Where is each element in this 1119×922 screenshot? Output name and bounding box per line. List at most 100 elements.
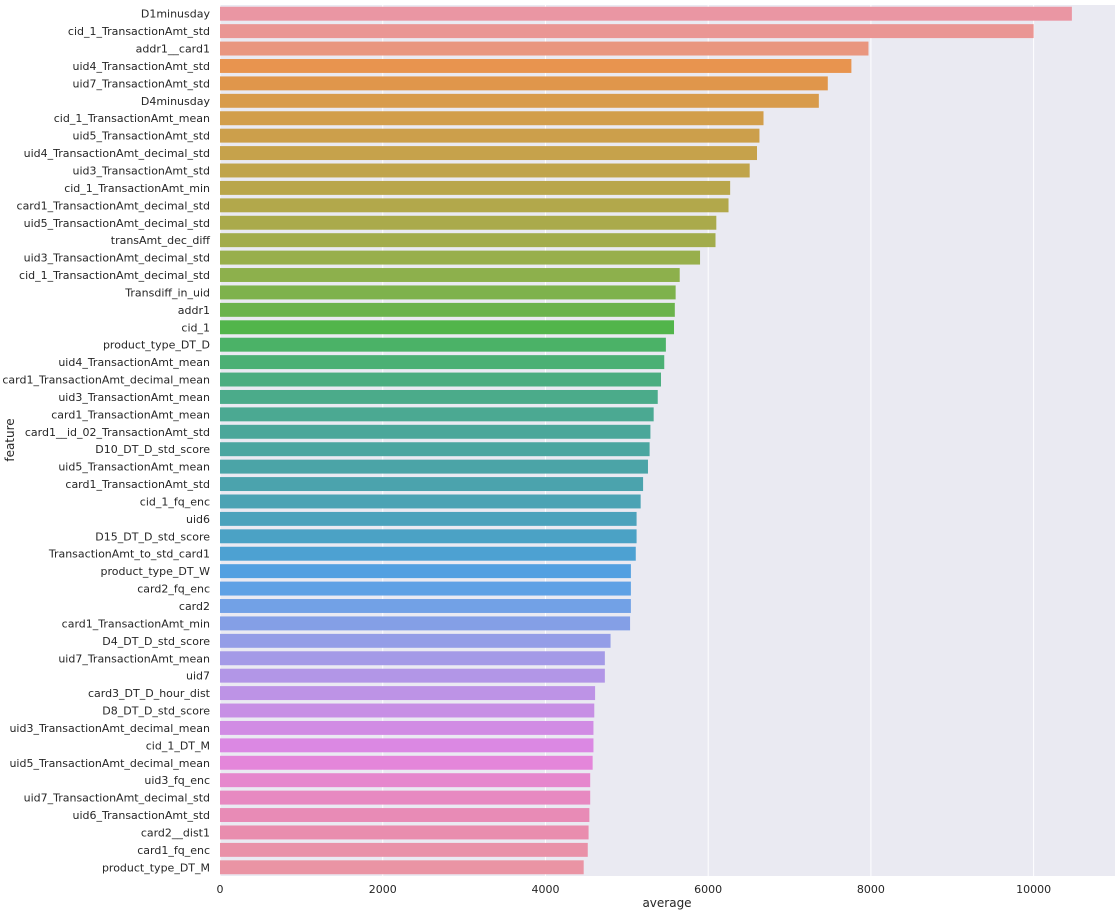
x-tick-label: 6000	[694, 883, 722, 896]
y-tick-label: uid3_TransactionAmt_decimal_std	[24, 252, 210, 265]
y-tick-label: cid_1_TransactionAmt_decimal_std	[19, 269, 210, 282]
y-tick-label: card2__dist1	[141, 826, 210, 839]
bar	[220, 842, 588, 857]
y-tick-label: D8_DT_D_std_score	[102, 705, 210, 718]
bar	[220, 651, 605, 666]
bar	[220, 668, 605, 683]
bar	[220, 198, 729, 213]
y-tick-label: uid4_TransactionAmt_mean	[58, 356, 210, 369]
y-tick-label: cid_1_TransactionAmt_mean	[54, 112, 210, 125]
y-tick-label: uid7_TransactionAmt_decimal_std	[24, 792, 210, 805]
bar	[220, 250, 701, 265]
bar	[220, 424, 651, 439]
bar	[220, 773, 591, 788]
y-tick-label: card2	[179, 600, 210, 613]
bar	[220, 825, 589, 840]
bar	[220, 720, 594, 735]
y-tick-label: uid4_TransactionAmt_decimal_std	[24, 147, 210, 160]
y-axis-label: feature	[3, 418, 17, 461]
bar	[220, 477, 644, 492]
bar	[220, 790, 591, 805]
x-axis-label: average	[642, 896, 691, 910]
bar	[220, 337, 666, 352]
x-tick-label: 2000	[369, 883, 397, 896]
y-tick-label: Transdiff_in_uid	[124, 286, 210, 299]
bar	[220, 320, 675, 335]
bar	[220, 703, 595, 718]
bar	[220, 633, 611, 648]
bar	[220, 285, 676, 300]
bar	[220, 564, 631, 579]
bar	[220, 442, 650, 457]
y-tick-label: addr1	[178, 304, 210, 317]
bars	[220, 6, 1072, 875]
bar	[220, 6, 1072, 21]
y-tick-label: uid6_TransactionAmt_std	[72, 809, 210, 822]
x-tick-label: 4000	[531, 883, 559, 896]
y-tick-label: product_type_DT_M	[102, 861, 210, 874]
y-tick-label: cid_1_fq_enc	[140, 495, 210, 508]
y-tick-label: card1_TransactionAmt_std	[65, 478, 210, 491]
y-tick-label: D1minusday	[141, 8, 211, 21]
y-tick-label: product_type_DT_D	[103, 339, 210, 352]
y-tick-label: card1_TransactionAmt_decimal_mean	[2, 374, 210, 387]
y-tick-label: uid3_fq_enc	[144, 774, 210, 787]
y-tick-label: cid_1_TransactionAmt_std	[68, 25, 210, 38]
bar	[220, 372, 661, 387]
y-tick-label: addr1__card1	[136, 43, 210, 56]
bar	[220, 686, 596, 701]
bar	[220, 616, 631, 631]
y-tick-label: card1_TransactionAmt_min	[62, 617, 210, 630]
bar	[220, 59, 852, 73]
bar	[220, 355, 665, 370]
bar	[220, 494, 641, 509]
bar	[220, 738, 594, 753]
bar	[220, 215, 717, 230]
y-tick-label: uid7_TransactionAmt_std	[72, 77, 210, 90]
bar	[220, 76, 828, 91]
x-tick-labels: 0 2000 4000 6000 8000 10000	[217, 883, 1052, 896]
y-tick-label: card3_DT_D_hour_dist	[88, 687, 211, 700]
y-tick-label: cid_1_DT_M	[146, 739, 210, 752]
y-tick-labels: D1minusday cid_1_TransactionAmt_std addr1_…	[2, 8, 210, 875]
y-tick-label: transAmt_dec_diff	[111, 234, 211, 247]
y-tick-label: uid5_TransactionAmt_decimal_mean	[9, 757, 210, 770]
y-tick-label: card1_TransactionAmt_mean	[51, 408, 210, 421]
bar	[220, 389, 658, 404]
bar	[220, 529, 637, 544]
bar	[220, 180, 731, 195]
y-tick-label: uid5_TransactionAmt_decimal_std	[24, 217, 210, 230]
bar	[220, 808, 590, 822]
y-tick-label: uid4_TransactionAmt_std	[72, 60, 210, 73]
bar	[220, 233, 716, 248]
y-tick-label: D4minusday	[141, 95, 211, 108]
y-tick-label: uid3_TransactionAmt_mean	[58, 391, 210, 404]
y-tick-label: uid5_TransactionAmt_std	[72, 130, 210, 143]
y-tick-label: uid3_TransactionAmt_decimal_mean	[9, 722, 210, 735]
x-tick-label: 8000	[857, 883, 885, 896]
y-tick-label: card1_fq_enc	[137, 844, 210, 857]
y-tick-label: D10_DT_D_std_score	[95, 443, 210, 456]
bar	[220, 24, 1034, 39]
y-tick-label: TransactionAmt_to_std_card1	[48, 548, 210, 561]
y-tick-label: uid6	[186, 513, 210, 526]
bar	[220, 860, 584, 875]
y-tick-label: uid7	[186, 670, 210, 683]
y-tick-label: cid_1	[181, 321, 210, 334]
bar	[220, 581, 631, 596]
y-tick-label: D4_DT_D_std_score	[102, 635, 210, 648]
y-tick-label: product_type_DT_W	[101, 565, 211, 578]
y-tick-label: card1_TransactionAmt_decimal_std	[17, 199, 210, 212]
bar	[220, 111, 764, 126]
x-tick-label: 0	[217, 883, 224, 896]
bar	[220, 755, 593, 770]
bar	[220, 268, 680, 282]
bar	[220, 128, 760, 143]
bar	[220, 146, 757, 161]
bar	[220, 302, 675, 317]
y-tick-label: D15_DT_D_std_score	[95, 530, 210, 543]
bar	[220, 599, 631, 613]
bar	[220, 407, 654, 422]
